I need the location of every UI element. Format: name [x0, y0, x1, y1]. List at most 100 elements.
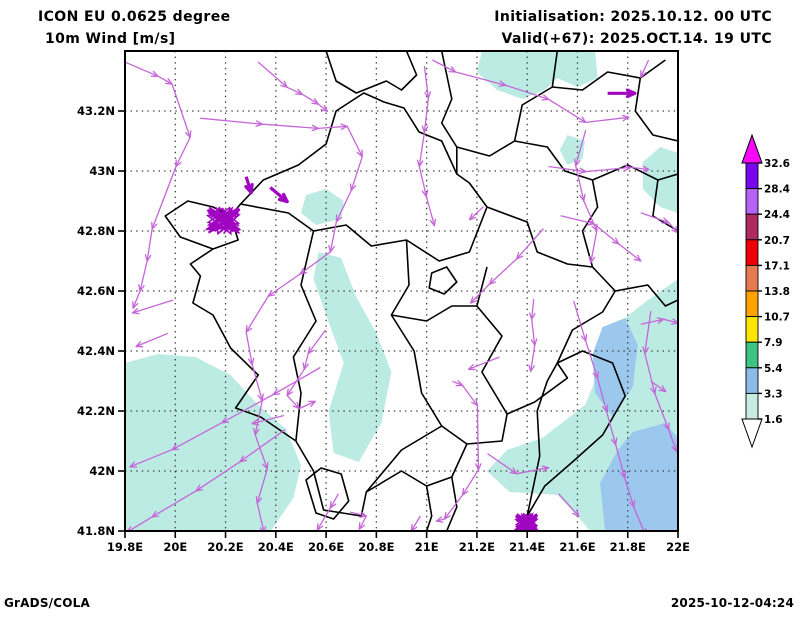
wind-arrow	[605, 411, 617, 445]
wind-arrow	[254, 434, 268, 470]
wind-arrow	[583, 200, 598, 231]
colorbar-segment	[745, 392, 759, 420]
valid-text: Valid(+67): 2025.OCT.14. 19 UTC	[501, 31, 772, 47]
wind-arrow	[418, 166, 428, 197]
border-path	[425, 485, 433, 531]
wind-arrow	[575, 130, 587, 166]
wind-arrow	[654, 393, 670, 430]
wind-arrow	[157, 75, 173, 85]
wind-arrow	[573, 300, 587, 342]
wind-arrow	[560, 215, 594, 225]
x-axis-label: 20E	[163, 540, 187, 554]
model-title: ICON EU 0.0625 degree	[38, 9, 231, 25]
wind-arrow	[262, 123, 319, 130]
wind-arrow	[299, 251, 331, 275]
wind-arrow	[596, 378, 608, 412]
colorbar-value: 3.3	[764, 388, 783, 400]
wind-arrow	[585, 340, 599, 379]
border-path	[456, 140, 599, 268]
wind-arrow	[171, 83, 191, 138]
colorbar-segment	[745, 188, 759, 215]
header-right: Initialisation: 2025.10.12. 00 UTC Valid…	[494, 6, 772, 50]
border-path	[390, 239, 443, 427]
y-axis-label: 42.2N	[77, 404, 115, 418]
wind-arrow	[470, 283, 490, 304]
wind-arrow	[303, 353, 309, 370]
wind-arrow	[200, 117, 263, 125]
wind-arrow	[443, 494, 464, 520]
wind-arrow	[135, 332, 169, 348]
colorbar-value: 7.9	[764, 337, 783, 349]
wind-arrow	[425, 196, 436, 226]
field-title: 10m Wind [m/s]	[45, 31, 176, 47]
border-path	[551, 51, 559, 88]
wind-arrow	[640, 318, 664, 325]
wind-arrow	[132, 290, 141, 309]
wind-arrow	[146, 228, 153, 262]
wind-arrow	[125, 61, 159, 77]
colorbar-value: 28.4	[764, 184, 790, 196]
wind-arrow	[516, 228, 545, 260]
wind-arrow	[548, 98, 587, 123]
wind-scribble-cluster	[206, 206, 240, 235]
border-path	[240, 203, 488, 262]
wind-arrow	[476, 405, 480, 470]
wind-arrow	[531, 299, 535, 320]
wind-arrow	[531, 319, 536, 346]
x-axis-label: 20.8E	[358, 540, 394, 554]
wind-arrow	[221, 393, 274, 424]
wind-scribble-cluster	[513, 512, 537, 531]
wind-arrow	[245, 295, 269, 333]
wind-arrow	[239, 429, 286, 463]
y-axis-label: 42.4N	[77, 344, 115, 358]
wind-arrow	[151, 166, 177, 230]
wind-arrow	[624, 477, 635, 508]
wind-arrow	[585, 116, 629, 124]
wind-speed-shading	[600, 423, 678, 531]
colorbar-segment	[745, 367, 759, 394]
border-path	[365, 443, 468, 493]
y-axis-label: 42.8N	[77, 224, 115, 238]
wind-arrow	[618, 243, 642, 262]
wind-arrow	[256, 502, 265, 531]
colorbar-value: 1.6	[764, 414, 783, 426]
x-axis-label: 21.6E	[559, 540, 595, 554]
wind-arrow	[505, 84, 549, 100]
wind-arrow	[358, 515, 367, 530]
wind-arrow	[317, 103, 328, 112]
wind-arrow	[329, 493, 339, 509]
y-axis-label: 42.6N	[77, 284, 115, 298]
border-path	[476, 266, 508, 415]
colorbar-value: 17.1	[764, 260, 790, 272]
wind-scribble-cluster	[204, 206, 241, 234]
x-axis-label: 19.8E	[107, 540, 143, 554]
wind-arrow	[650, 380, 667, 393]
colorbar-value: 32.6	[764, 158, 790, 170]
wind-arrow	[410, 515, 421, 531]
wind-arrow	[132, 299, 174, 314]
border-path	[592, 164, 678, 181]
wind-arrow	[462, 385, 478, 406]
wind-arrow	[418, 132, 426, 167]
header-left: ICON EU 0.0625 degree 10m Wind [m/s]	[38, 6, 231, 50]
wind-arrow	[668, 429, 678, 453]
x-axis-label: 21.2E	[459, 540, 495, 554]
border-path	[305, 467, 350, 520]
colorbar-arrow-top	[741, 133, 763, 164]
wind-arrow	[423, 65, 430, 99]
y-axis-label: 42N	[89, 464, 115, 478]
x-axis-label: 20.2E	[207, 540, 243, 554]
wind-arrow	[644, 353, 656, 394]
wind-arrow	[245, 331, 253, 365]
colorbar-value: 13.8	[764, 286, 790, 298]
wind-arrow	[487, 453, 517, 475]
colorbar-segment	[745, 290, 759, 318]
wind-arrow	[286, 394, 300, 410]
wind-arrow	[286, 86, 303, 95]
x-axis-label: 20.4E	[258, 540, 294, 554]
wind-arrow	[630, 166, 649, 171]
wind-arrow	[590, 230, 598, 263]
wind-arrow	[139, 260, 148, 292]
wind-arrow	[129, 449, 173, 468]
wind-arrow	[307, 329, 326, 354]
